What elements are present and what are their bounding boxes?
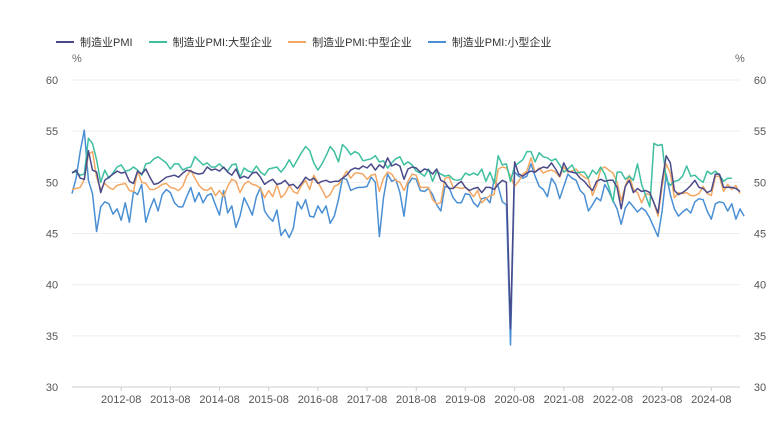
y-tick-left-50: 50 (46, 177, 58, 189)
legend-swatch-large (148, 41, 167, 43)
legend-label-total: 制造业PMI (80, 37, 133, 49)
legend-item-large[interactable]: 制造业PMI:大型企业 (148, 34, 273, 50)
y-tick-right-40: 40 (754, 280, 766, 292)
x-tick-2017-08: 2017-08 (347, 394, 387, 406)
y-tick-right-60: 60 (754, 75, 766, 87)
x-tick-2014-08: 2014-08 (199, 394, 239, 406)
legend-label-large: 制造业PMI:大型企业 (172, 37, 273, 49)
series-line-3 (71, 129, 745, 346)
y-tick-right-55: 55 (754, 126, 766, 138)
legend-item-small[interactable]: 制造业PMI:小型企业 (427, 34, 552, 50)
x-tick-2016-08: 2016-08 (298, 394, 338, 406)
legend-label-medium: 制造业PMI:中型企业 (312, 37, 412, 49)
legend-item-medium[interactable]: 制造业PMI:中型企业 (288, 34, 412, 50)
legend-swatch-small (427, 41, 446, 43)
y-unit-left: % (72, 53, 82, 65)
series-line-1 (72, 137, 732, 208)
x-tick-2023-08: 2023-08 (642, 394, 682, 406)
x-axis: 2012-08 2013-08 2014-08 2015-08 2016-08 2017-… (101, 387, 732, 406)
y-tick-right-45: 45 (754, 229, 766, 241)
legend-swatch-total (56, 41, 74, 43)
y-tick-left-35: 35 (46, 331, 58, 343)
x-tick-2021-08: 2021-08 (544, 394, 584, 406)
y-tick-right-30: 30 (754, 382, 766, 394)
y-tick-left-55: 55 (46, 126, 58, 138)
legend: 制造业PMI 制造业PMI:大型企业 制造业PMI:中型企业 制造业PMI:小型… (56, 34, 551, 50)
x-tick-2013-08: 2013-08 (150, 394, 190, 406)
y-unit-right: % (735, 53, 745, 65)
y-axis-left: 30 35 40 45 50 55 60 (46, 75, 58, 394)
y-tick-left-60: 60 (46, 75, 58, 87)
x-tick-2015-08: 2015-08 (249, 394, 289, 406)
x-tick-2018-08: 2018-08 (396, 394, 436, 406)
x-tick-2022-08: 2022-08 (593, 394, 633, 406)
legend-swatch-medium (288, 41, 307, 43)
x-tick-2012-08: 2012-08 (101, 394, 141, 406)
y-axis-right: 30 35 40 45 50 55 60 (754, 75, 766, 394)
series-line-0 (71, 149, 741, 330)
y-tick-right-50: 50 (754, 177, 766, 189)
series-lines (71, 129, 745, 346)
x-tick-2024-08: 2024-08 (691, 394, 731, 406)
series-line-2 (71, 150, 741, 217)
legend-item-total[interactable]: 制造业PMI (56, 34, 133, 50)
x-tick-2020-08: 2020-08 (494, 394, 534, 406)
y-tick-right-35: 35 (754, 331, 766, 343)
y-tick-left-30: 30 (46, 382, 58, 394)
grid-lines (72, 79, 740, 388)
x-tick-2019-08: 2019-08 (445, 394, 485, 406)
y-tick-left-45: 45 (46, 229, 58, 241)
legend-label-small: 制造业PMI:小型企业 (451, 37, 552, 49)
y-tick-left-40: 40 (46, 280, 58, 292)
